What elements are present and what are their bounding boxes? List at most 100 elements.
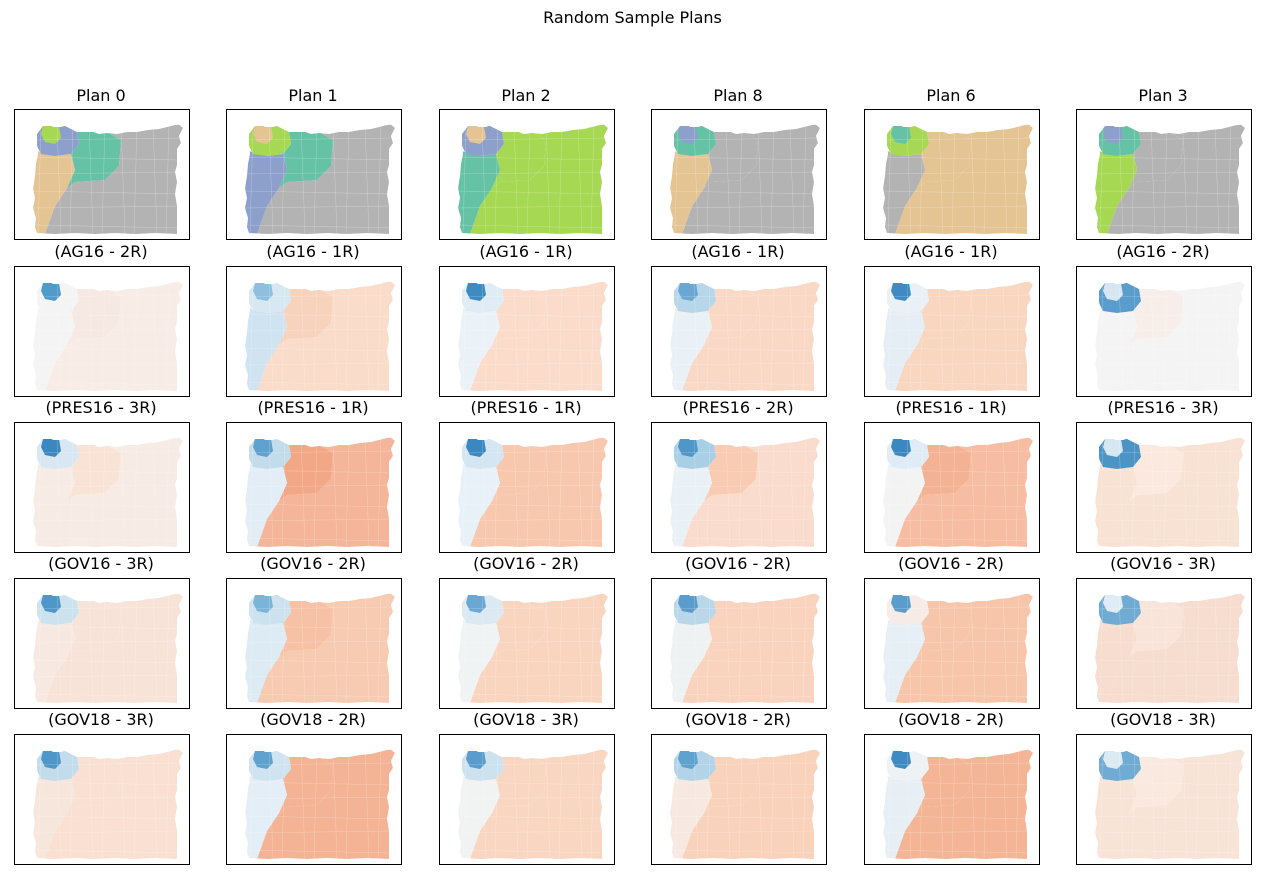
district-map <box>883 748 1033 859</box>
district-region <box>33 307 75 391</box>
district-region <box>279 132 333 188</box>
district-region <box>253 595 273 613</box>
district-region <box>883 307 925 391</box>
district-region <box>1129 757 1183 813</box>
panel-title: (GOV16 - 2R) <box>473 554 579 573</box>
district-region <box>466 595 486 613</box>
district-region <box>1095 307 1137 391</box>
figure-suptitle: Random Sample Plans <box>543 8 722 27</box>
map-frame <box>439 578 615 709</box>
panel-title: (AG16 - 1R) <box>479 242 573 261</box>
district-region <box>670 775 712 859</box>
district-region <box>678 595 698 613</box>
district-region <box>41 595 61 613</box>
district-region <box>682 749 820 859</box>
district-region <box>458 775 500 859</box>
district-region <box>466 439 486 457</box>
district-region <box>245 307 287 391</box>
district-map <box>883 123 1033 234</box>
district-region <box>67 445 121 501</box>
district-region <box>470 749 608 859</box>
map-frame <box>439 734 615 865</box>
map-frame <box>1076 422 1252 553</box>
district-region <box>678 439 698 457</box>
panel-title: (PRES16 - 3R) <box>1107 398 1219 417</box>
map-frame <box>14 109 190 240</box>
panel-title: Plan 8 <box>713 86 763 105</box>
district-region <box>883 775 925 859</box>
district-map <box>458 436 608 547</box>
district-map <box>33 436 183 547</box>
district-region <box>45 749 183 859</box>
district-region <box>895 749 1033 859</box>
district-region <box>682 281 820 391</box>
district-map <box>245 280 395 391</box>
district-region <box>704 132 758 188</box>
map-frame <box>439 109 615 240</box>
district-map <box>245 592 395 703</box>
district-region <box>458 150 500 234</box>
district-region <box>470 593 608 703</box>
district-region <box>670 150 712 234</box>
district-region <box>45 124 183 234</box>
district-map <box>670 748 820 859</box>
map-frame <box>651 422 827 553</box>
map-frame <box>439 266 615 397</box>
map-frame <box>1076 734 1252 865</box>
panel-title: (AG16 - 1R) <box>266 242 360 261</box>
district-region <box>917 289 971 345</box>
district-map <box>670 280 820 391</box>
map-frame <box>864 578 1040 709</box>
district-region <box>917 132 971 188</box>
district-region <box>1107 437 1245 547</box>
district-region <box>1107 281 1245 391</box>
panel-title: Plan 1 <box>288 86 338 105</box>
district-map <box>33 748 183 859</box>
district-region <box>257 593 395 703</box>
district-region <box>253 126 273 144</box>
district-region <box>33 150 75 234</box>
district-map <box>33 280 183 391</box>
district-region <box>466 751 486 769</box>
panel-title: (GOV18 - 3R) <box>473 710 579 729</box>
district-region <box>466 283 486 301</box>
district-region <box>704 757 758 813</box>
district-map <box>33 592 183 703</box>
district-region <box>670 307 712 391</box>
district-region <box>1107 749 1245 859</box>
district-region <box>279 601 333 657</box>
district-map <box>458 280 608 391</box>
district-region <box>470 437 608 547</box>
district-map <box>670 592 820 703</box>
district-region <box>253 751 273 769</box>
district-region <box>492 601 546 657</box>
panel-title: Plan 3 <box>1138 86 1188 105</box>
map-frame <box>864 422 1040 553</box>
district-map <box>1095 748 1245 859</box>
district-region <box>67 601 121 657</box>
district-map <box>670 123 820 234</box>
panel-title: (AG16 - 2R) <box>1116 242 1210 261</box>
district-region <box>670 619 712 703</box>
district-region <box>492 289 546 345</box>
district-map <box>1095 123 1245 234</box>
district-region <box>257 437 395 547</box>
district-map <box>458 592 608 703</box>
panel-title: (GOV18 - 3R) <box>1110 710 1216 729</box>
district-region <box>33 463 75 547</box>
district-region <box>682 124 820 234</box>
panel-title: (GOV16 - 2R) <box>260 554 366 573</box>
map-frame <box>226 422 402 553</box>
district-region <box>1129 445 1183 501</box>
district-region <box>1095 463 1137 547</box>
district-region <box>458 307 500 391</box>
panel-title: (PRES16 - 1R) <box>470 398 582 417</box>
district-region <box>1103 126 1123 144</box>
district-region <box>917 445 971 501</box>
district-region <box>41 283 61 301</box>
map-frame <box>864 109 1040 240</box>
district-region <box>704 289 758 345</box>
district-region <box>1107 124 1245 234</box>
district-region <box>891 126 911 144</box>
district-region <box>45 437 183 547</box>
